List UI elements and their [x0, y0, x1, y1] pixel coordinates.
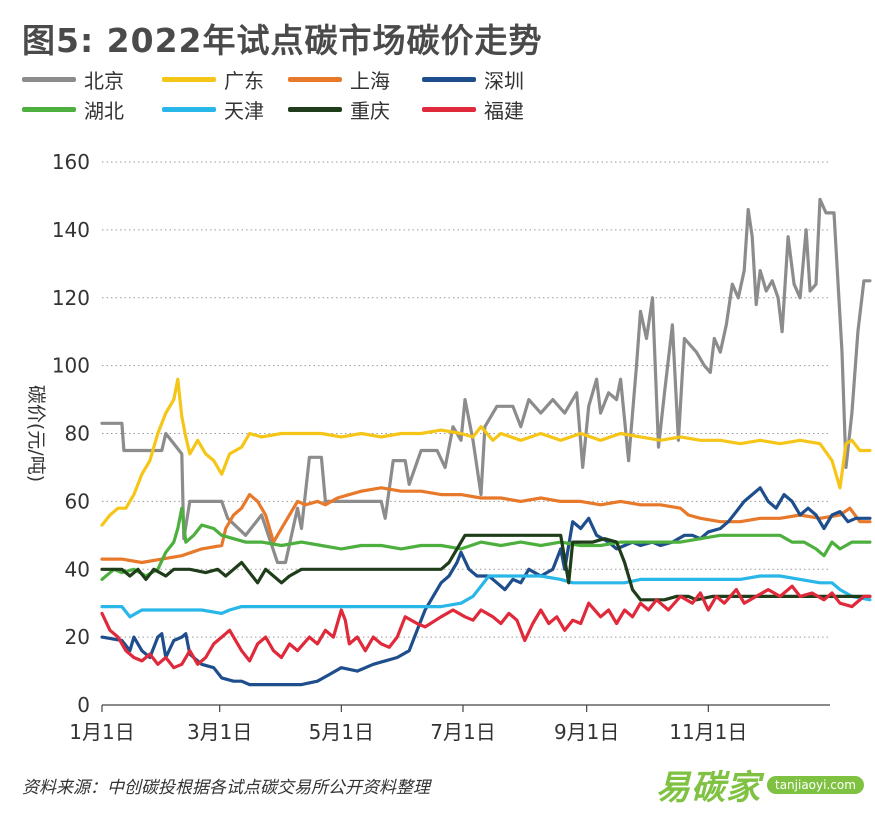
legend-item: 天津 [162, 96, 264, 123]
legend-label: 北京 [84, 68, 124, 93]
legend-label: 深圳 [484, 68, 524, 93]
x-tick-label: 11月1日 [669, 720, 747, 744]
series-line-3 [100, 486, 872, 565]
x-tick-label: 1月1日 [69, 720, 134, 744]
legend-item: 福建 [422, 96, 524, 123]
y-tick-label: 140 [52, 218, 90, 242]
x-tick-label: 5月1日 [309, 720, 374, 744]
legend-label: 上海 [350, 68, 390, 93]
legend-item: 重庆 [288, 96, 390, 123]
y-tick-label: 160 [52, 150, 90, 174]
legend-label: 广东 [224, 68, 264, 93]
y-axis-label: 碳价(元/吨) [25, 385, 47, 482]
series-line-8 [100, 584, 872, 670]
x-tick-label: 3月1日 [187, 720, 252, 744]
y-tick-label: 100 [52, 354, 90, 378]
legend-item: 北京 [22, 66, 124, 93]
y-tick-label: 0 [77, 693, 90, 717]
series-line-2 [100, 377, 872, 527]
x-tick-label: 9月1日 [554, 720, 619, 744]
legend-item: 广东 [162, 66, 264, 93]
legend-swatch [288, 76, 342, 82]
legend-swatch [22, 76, 76, 82]
legend-swatch [162, 106, 216, 112]
watermark-brand: 易碳家 [656, 768, 761, 808]
y-tick-label: 80 [65, 422, 90, 446]
y-tick-label: 20 [65, 625, 90, 649]
legend-item: 上海 [288, 66, 390, 93]
watermark-logo: 易碳家 tanjiaoyi.com [656, 760, 864, 809]
chart-title: 图5: 2022年试点碳市场碳价走势 [22, 21, 543, 60]
y-tick-label: 120 [52, 286, 90, 310]
series-line-6 [100, 574, 872, 619]
legend-label: 福建 [484, 98, 524, 123]
legend-label: 重庆 [350, 98, 390, 123]
legend-swatch [288, 106, 342, 112]
x-tick-label: 7月1日 [430, 720, 495, 744]
series-line-1 [100, 197, 872, 565]
legend-label: 湖北 [84, 98, 124, 123]
legend-swatch [422, 76, 476, 82]
watermark-badge: tanjiaoyi.com [767, 775, 864, 794]
legend-item: 湖北 [22, 96, 124, 123]
legend-label: 天津 [224, 98, 264, 123]
series-line-7 [100, 533, 872, 602]
legend-item: 深圳 [422, 66, 524, 93]
series-line-5 [100, 506, 872, 581]
legend-swatch [162, 76, 216, 82]
series-line-4 [100, 486, 872, 687]
legend-swatch [422, 106, 476, 112]
source-note: 资料来源：中创碳投根据各试点碳交易所公开资料整理 [22, 778, 430, 798]
y-tick-label: 60 [65, 489, 90, 513]
legend-swatch [22, 106, 76, 112]
y-tick-label: 40 [65, 557, 90, 581]
